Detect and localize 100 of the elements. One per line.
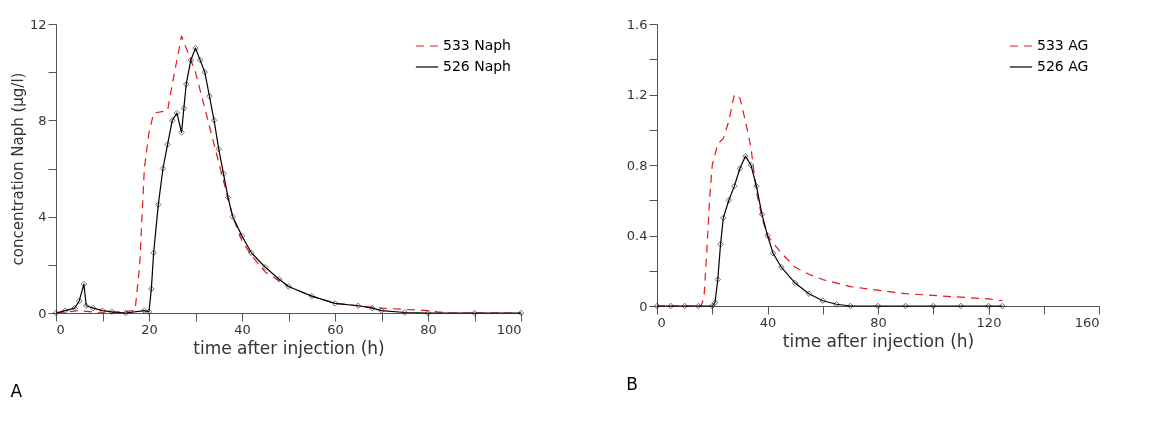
- point: [695, 302, 702, 310]
- point: [471, 309, 478, 317]
- legend-label: 526 AG: [1037, 58, 1089, 74]
- point: [517, 309, 525, 317]
- point: [847, 302, 854, 310]
- point: [159, 165, 167, 172]
- point: [736, 165, 744, 172]
- point: [717, 241, 724, 248]
- legend-label: 533 Naph: [443, 37, 511, 53]
- y-tick-label: 0: [639, 298, 648, 314]
- x-tick-label: 40: [234, 321, 251, 337]
- point: [308, 293, 315, 300]
- point: [229, 213, 236, 220]
- point: [220, 170, 227, 177]
- point: [778, 264, 785, 271]
- point: [224, 194, 232, 201]
- point: [215, 146, 222, 153]
- point: [197, 56, 204, 64]
- point: [206, 93, 213, 100]
- point: [819, 297, 826, 304]
- point: [183, 81, 190, 88]
- point: [180, 105, 188, 112]
- x-axis-title: time after injection (h): [193, 337, 385, 358]
- x-tick-label: 80: [420, 321, 437, 337]
- point: [155, 201, 162, 208]
- point: [285, 283, 292, 290]
- point: [62, 307, 69, 314]
- point: [150, 249, 157, 256]
- point: [720, 214, 727, 222]
- point: [90, 305, 97, 312]
- point: [902, 302, 909, 310]
- point: [985, 302, 992, 310]
- point: [731, 183, 738, 190]
- point: [653, 302, 661, 310]
- x-axis-title: time after injection (h): [782, 330, 975, 351]
- x-tick-label: 80: [870, 314, 887, 330]
- point: [355, 302, 362, 309]
- point: [999, 302, 1006, 310]
- point: [709, 302, 716, 310]
- point: [725, 197, 732, 204]
- point: [276, 276, 283, 283]
- point: [145, 308, 153, 315]
- point: [401, 309, 408, 316]
- y-tick-label: 0.4: [626, 228, 648, 243]
- point: [769, 249, 777, 257]
- x-tick-label: 0: [56, 321, 65, 337]
- point: [173, 109, 181, 117]
- point: [714, 276, 721, 283]
- point: [192, 44, 199, 52]
- point: [122, 309, 129, 317]
- point: [930, 302, 937, 310]
- point: [711, 299, 719, 306]
- point: [52, 309, 60, 317]
- y-tick-label: 1.6: [626, 16, 648, 32]
- point: [262, 264, 269, 271]
- point: [80, 280, 88, 288]
- text: A: [10, 381, 23, 401]
- text: B: [626, 374, 638, 394]
- point: [238, 232, 246, 240]
- point: [187, 56, 194, 64]
- point: [747, 161, 755, 169]
- point: [76, 297, 83, 305]
- point: [164, 141, 171, 148]
- legend-label: 533 AG: [1037, 37, 1089, 53]
- point: [681, 302, 688, 310]
- point: [99, 307, 106, 314]
- legend-label: 526 Naph: [443, 58, 511, 74]
- point: [874, 302, 882, 310]
- point: [833, 301, 840, 308]
- point: [201, 69, 208, 76]
- point: [764, 232, 771, 239]
- point: [71, 305, 78, 312]
- y-tick-label: 4: [38, 209, 47, 225]
- y-tick-label: 0.8: [626, 157, 648, 173]
- y-tick-label: 1.2: [626, 87, 648, 102]
- point: [178, 129, 185, 136]
- x-tick-label: 100: [496, 321, 522, 337]
- point: [742, 153, 749, 160]
- point: [753, 183, 760, 190]
- point: [378, 307, 385, 314]
- point: [805, 290, 813, 297]
- point: [791, 279, 799, 287]
- x-tick-label: 0: [657, 314, 666, 330]
- point: [331, 300, 339, 307]
- x-tick-label: 20: [141, 321, 158, 337]
- point: [424, 309, 432, 317]
- y-tick-label: 8: [38, 112, 47, 128]
- x-tick-label: 160: [1074, 314, 1100, 330]
- y-axis-title: concentration Naph (µg/l): [8, 72, 27, 266]
- y-tick-label: 12: [29, 16, 47, 32]
- point: [758, 211, 766, 218]
- point: [108, 308, 115, 315]
- point: [667, 302, 674, 310]
- point: [248, 249, 255, 256]
- point: [369, 305, 376, 312]
- x-tick-label: 120: [976, 314, 1002, 330]
- point: [957, 302, 965, 310]
- point: [83, 302, 90, 309]
- point: [148, 285, 155, 293]
- point: [210, 117, 218, 124]
